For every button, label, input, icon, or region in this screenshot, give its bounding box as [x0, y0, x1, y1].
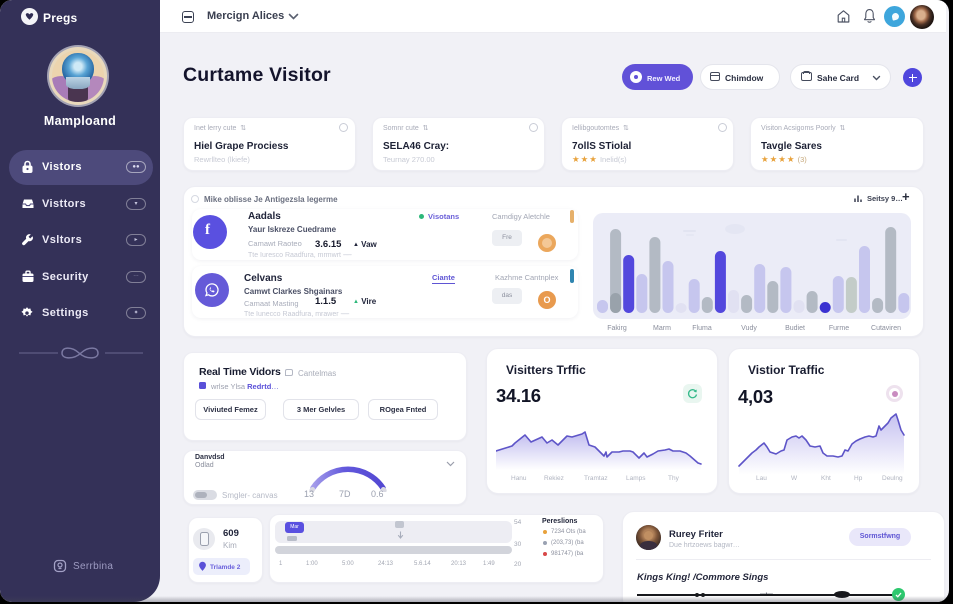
svg-text:Fakirg: Fakirg: [607, 325, 627, 332]
svg-text:Vudy: Vudy: [741, 325, 757, 332]
svg-text:Marm: Marm: [653, 325, 671, 332]
svg-text:Cutaviren: Cutaviren: [871, 325, 901, 332]
svg-text:Budiet: Budiet: [785, 325, 805, 332]
svg-text:Furme: Furme: [829, 325, 849, 332]
svg-text:Fluma: Fluma: [692, 325, 712, 332]
